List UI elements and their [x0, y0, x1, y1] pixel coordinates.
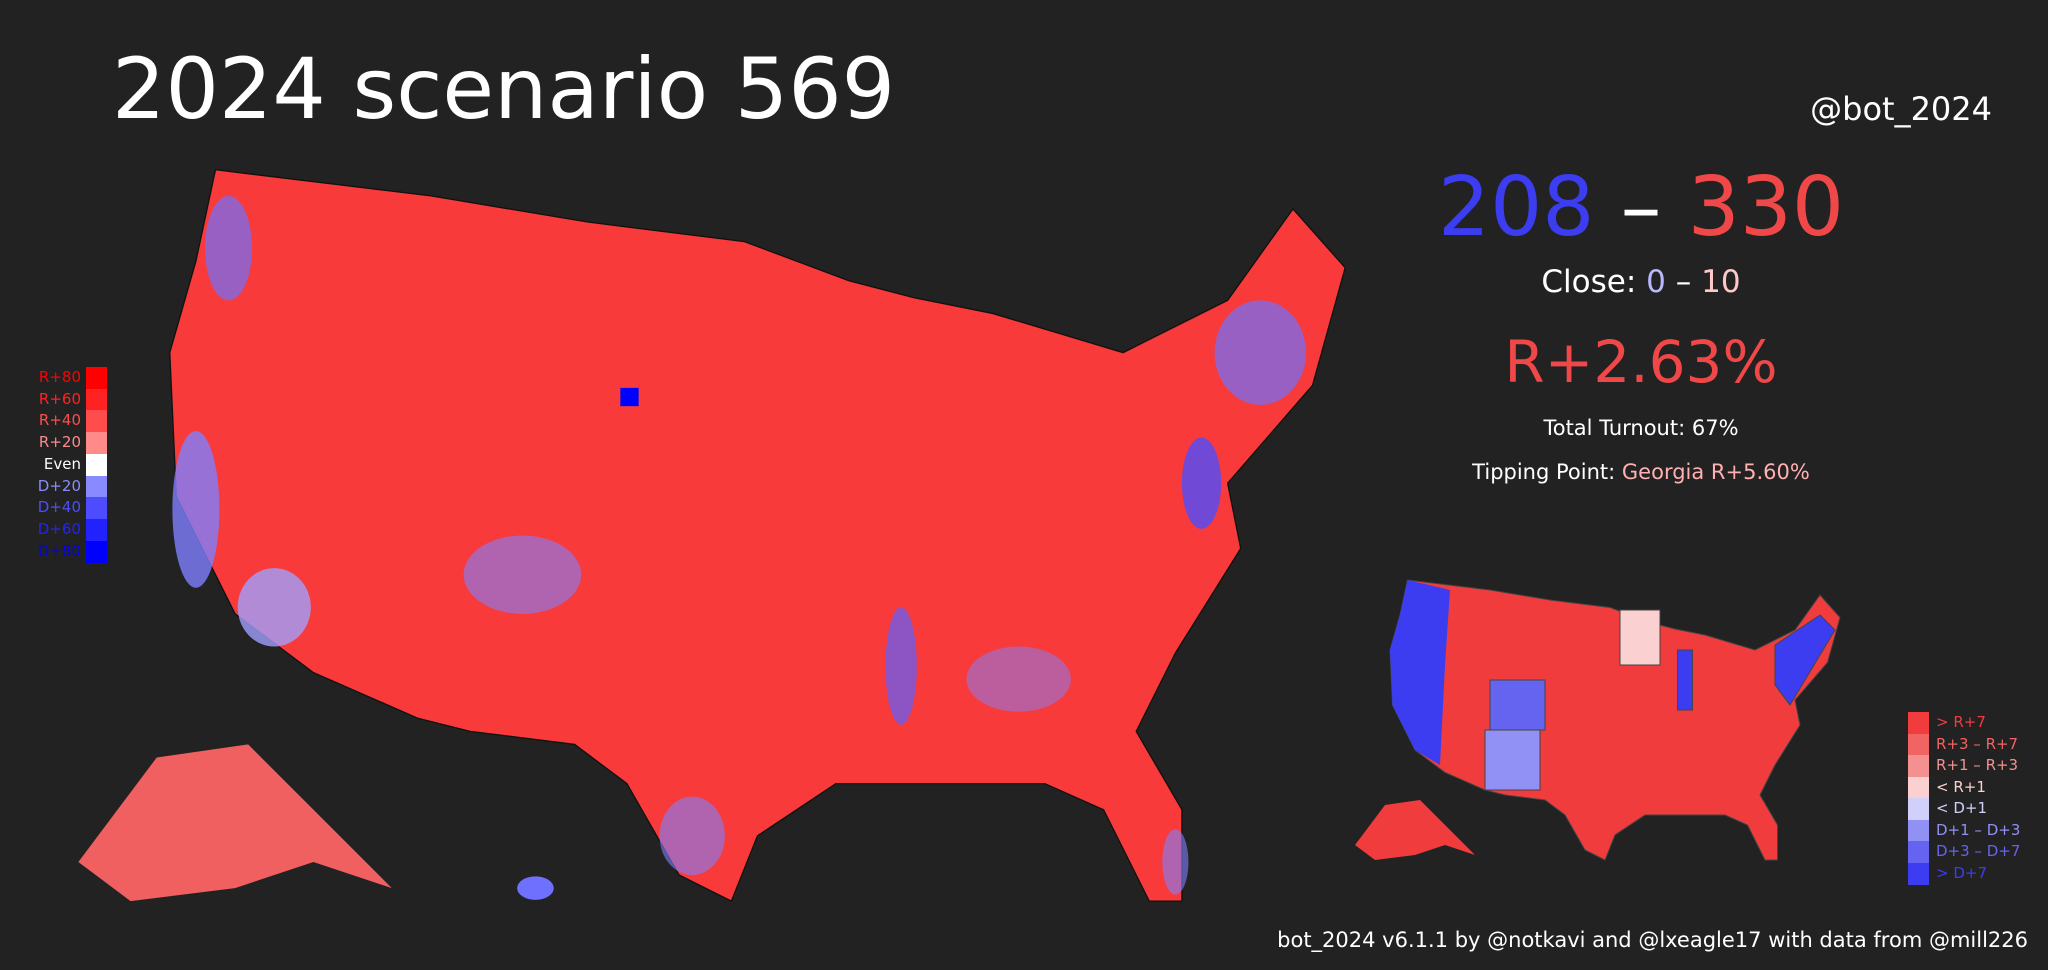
- legend-label: < D+1: [1936, 799, 1987, 817]
- state-patch: [1484, 729, 1541, 791]
- state-patch: [1677, 649, 1693, 711]
- tipping-point: Tipping Point: Georgia R+5.60%: [1472, 460, 1810, 484]
- legend-swatch: [86, 518, 107, 541]
- separator: –: [1620, 160, 1662, 255]
- state-patch: [1355, 800, 1475, 860]
- legend-label: > R+7: [1936, 713, 1986, 731]
- legend-label: R+20: [38, 433, 81, 452]
- legend-swatch: [86, 388, 107, 411]
- legend-swatch: [86, 432, 107, 455]
- county-patch: [885, 607, 917, 725]
- rep-ev: 330: [1687, 160, 1845, 255]
- legend-label: < R+1: [1936, 777, 1986, 796]
- handle: @bot_2024: [1810, 90, 1992, 128]
- close-separator: –: [1675, 264, 1692, 300]
- county-patch: [172, 430, 220, 588]
- legend-swatch: [1908, 841, 1929, 863]
- legend-swatch: [86, 540, 107, 563]
- title: 2024 scenario 569: [112, 40, 896, 138]
- legend-label: R+1 – R+3: [1936, 756, 2019, 774]
- legend-swatch: [1908, 819, 1929, 842]
- state-patch: [1774, 614, 1836, 706]
- legend-label: D+80: [37, 541, 81, 560]
- legend-swatch: [1908, 798, 1929, 820]
- legend-swatch: [86, 367, 107, 389]
- legend-label: D+20: [37, 476, 81, 495]
- close-label: Close:: [1541, 264, 1637, 300]
- close: Close: 0 – 10: [1541, 264, 1740, 300]
- legend-label: R+3 – R+7: [1936, 734, 2019, 753]
- county-map: [78, 169, 1346, 902]
- legend-label: Even: [43, 454, 81, 473]
- county-patch: [966, 646, 1071, 712]
- legend-label: > D+7: [1936, 863, 1987, 882]
- county-patch: [620, 387, 639, 407]
- legend-label: D+1 – D+3: [1936, 820, 2021, 839]
- legend-label: R+60: [38, 389, 81, 408]
- county-patch: [1181, 437, 1222, 529]
- score: 208 – 330: [1438, 160, 1844, 255]
- state-patch: [1489, 679, 1546, 731]
- legend-swatch: [86, 410, 107, 433]
- legend-label: R+40: [38, 411, 81, 430]
- turnout: Total Turnout: 67%: [1543, 416, 1739, 440]
- alaska: [78, 744, 392, 902]
- legend-swatch: [1908, 862, 1929, 885]
- county-patch: [237, 568, 311, 647]
- county-patch: [463, 535, 582, 614]
- close-rep: 10: [1701, 264, 1741, 300]
- county-patch: [205, 195, 253, 301]
- close-dem: 0: [1646, 264, 1666, 300]
- legend-label: R+80: [38, 368, 81, 386]
- hawaii: [517, 876, 554, 900]
- state-patch: [1390, 580, 1450, 765]
- tipping-label: Tipping Point:: [1472, 460, 1616, 484]
- legend-swatch: [86, 453, 107, 476]
- county-patch: [659, 796, 725, 876]
- legend-swatch: [86, 475, 107, 498]
- county-patch: [1214, 300, 1306, 405]
- legend-label: D+60: [37, 519, 81, 538]
- legend-swatch: [86, 497, 107, 520]
- county-patch: [1162, 829, 1189, 895]
- state-map: [1355, 579, 1841, 861]
- legend-swatch: [1908, 776, 1929, 799]
- tipping-value: Georgia R+5.60%: [1621, 460, 1810, 484]
- legend-swatch: [1908, 712, 1929, 734]
- popular-margin: R+2.63%: [1504, 328, 1778, 396]
- state-patch: [1619, 609, 1661, 666]
- legend-label: D+40: [37, 498, 81, 517]
- legend-swatch: [1908, 733, 1929, 756]
- footer: bot_2024 v6.1.1 by @notkavi and @lxeagle…: [1277, 928, 2028, 952]
- legend-swatch: [1908, 755, 1929, 777]
- legend-label: D+3 – D+7: [1936, 842, 2021, 860]
- dem-ev: 208: [1437, 160, 1595, 255]
